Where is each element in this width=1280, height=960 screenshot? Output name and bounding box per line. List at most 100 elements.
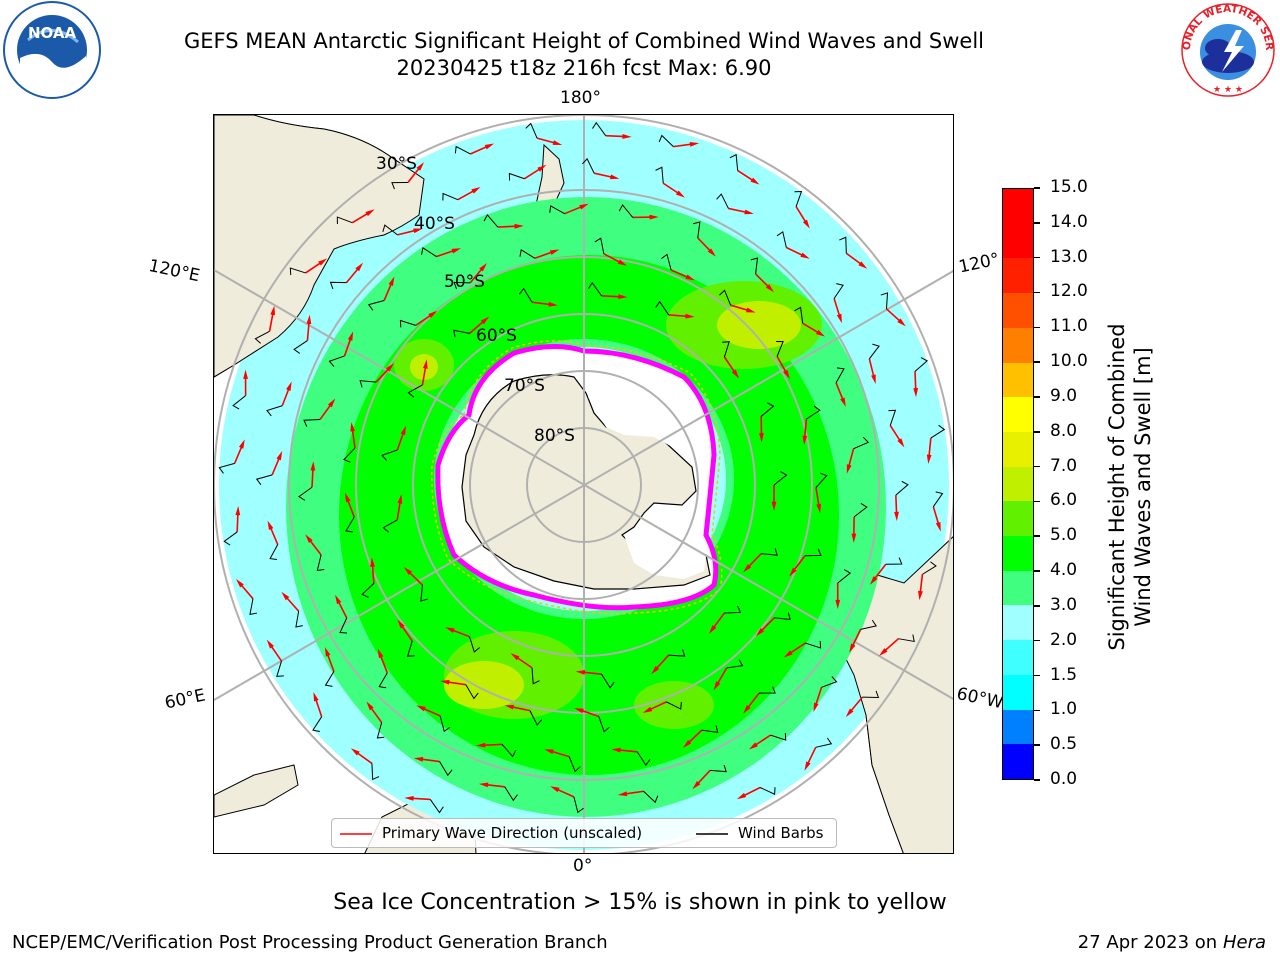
wind-barb xyxy=(361,583,375,598)
footer-left: NCEP/EMC/Verification Post Processing Pr… xyxy=(12,932,608,953)
colorbar-tick-mark xyxy=(1034,744,1040,746)
wave-direction-arrow xyxy=(396,430,405,451)
wave-direction-arrow xyxy=(351,211,370,224)
wave-direction-arrow xyxy=(605,134,626,138)
lon-label-60w: 60°W xyxy=(954,684,1005,714)
wave-direction-arrowhead xyxy=(849,643,856,653)
footer-host: Hera xyxy=(1222,932,1266,953)
wave-direction-arrow xyxy=(647,701,667,712)
wave-direction-arrow xyxy=(885,308,902,323)
wind-barb xyxy=(439,715,451,733)
wind-barb xyxy=(295,611,303,628)
wave-direction-arrow xyxy=(415,313,433,327)
wind-barb xyxy=(407,384,423,398)
wave-direction-arrowhead xyxy=(897,318,906,327)
wave-direction-arrow xyxy=(593,172,614,179)
colorbar-tick-mark xyxy=(1034,291,1040,294)
wind-barb xyxy=(519,249,536,259)
wind-barb xyxy=(453,329,470,338)
wave-direction-arrow xyxy=(759,617,775,633)
wave-direction-arrow xyxy=(715,667,728,686)
graticule xyxy=(214,115,953,853)
wind-barb xyxy=(860,619,878,630)
wave-direction-arrowhead xyxy=(783,650,793,658)
lon-label-60e: 60°E xyxy=(163,685,208,714)
wind-barb xyxy=(336,216,353,225)
wave-direction-arrowhead xyxy=(544,749,554,755)
colorbar-tick-label: 13.0 xyxy=(1050,246,1088,267)
wind-barb xyxy=(581,157,595,174)
wind-barb xyxy=(773,471,788,486)
wave-direction-arrow xyxy=(932,506,940,527)
wave-direction-arrow xyxy=(623,790,644,795)
wave-direction-arrowhead xyxy=(813,702,819,713)
wave-direction-arrow xyxy=(746,692,760,710)
wave-direction-arrow xyxy=(795,206,808,224)
colorbar-tick-label: 9.0 xyxy=(1050,385,1078,406)
noaa-logo-icon: NOAA xyxy=(3,1,101,99)
wave-direction-arrows xyxy=(218,121,946,814)
wave-direction-arrowhead xyxy=(476,742,486,748)
wave-direction-arrowhead xyxy=(675,190,685,198)
wind-barb xyxy=(701,725,719,734)
colorbar-tick-mark xyxy=(1034,256,1040,259)
wind-barb xyxy=(298,486,313,501)
colorbar-band xyxy=(1003,501,1033,537)
wave-direction-arrowhead xyxy=(649,214,659,220)
wind-barb xyxy=(598,716,610,733)
wave-direction-arrow xyxy=(326,652,335,672)
wave-direction-arrowhead xyxy=(440,679,450,685)
lon-label-180: 180° xyxy=(560,88,601,108)
wind-barb xyxy=(794,190,803,207)
wave-direction-arrowhead xyxy=(416,705,426,712)
wave-direction-arrowhead xyxy=(845,708,854,718)
wave-direction-arrow xyxy=(400,624,413,642)
wind-barb xyxy=(655,300,670,316)
wave-direction-arrowhead xyxy=(514,223,524,229)
colorbar-tick-label: 12.0 xyxy=(1050,281,1088,302)
wave-direction-arrowhead xyxy=(350,422,356,432)
wind-barb xyxy=(519,287,533,303)
wave-direction-arrowhead xyxy=(755,628,765,637)
wind-barb xyxy=(316,554,325,571)
wave-direction-arrow xyxy=(308,538,322,556)
wind-barb xyxy=(312,716,323,733)
wave-direction-arrowhead xyxy=(404,796,414,801)
wave-direction-arrow xyxy=(601,295,622,298)
wave-direction-arrowhead xyxy=(846,464,852,474)
wave-direction-arrowhead xyxy=(276,450,283,461)
wave-direction-arrowhead xyxy=(816,503,822,514)
chart-title: GEFS MEAN Antarctic Significant Height o… xyxy=(183,29,985,53)
wave-direction-arrowhead xyxy=(478,782,489,788)
wave-direction-arrow xyxy=(281,386,291,407)
wave-direction-arrowhead xyxy=(897,438,905,448)
colorbar-tick-label: 5.0 xyxy=(1050,525,1078,546)
wave-direction-arrow xyxy=(515,655,533,669)
wave-direction-arrowhead xyxy=(685,313,695,319)
colorbar-title-line2: Wind Waves and Swell [m] xyxy=(1131,347,1155,627)
wind-barb xyxy=(668,649,686,657)
wind-barb xyxy=(501,744,517,758)
wind-barb xyxy=(255,474,273,486)
wind-barb xyxy=(345,516,355,533)
colorbar xyxy=(1002,188,1034,780)
wave-direction-arrowhead xyxy=(731,369,739,379)
wave-direction-arrow xyxy=(662,182,681,195)
wave-direction-arrow xyxy=(755,273,771,289)
wave-direction-arrowhead xyxy=(510,653,520,661)
colorbar-title-line1: Significant Height of Combined xyxy=(1105,323,1129,651)
wind-barb xyxy=(750,257,759,275)
wave-direction-arrow xyxy=(375,367,391,383)
wind-barb xyxy=(269,544,279,560)
wave-direction-arrowhead xyxy=(324,647,331,657)
wave-direction-arrow xyxy=(728,207,749,214)
wave-direction-arrow xyxy=(421,365,427,386)
wave-direction-arrow xyxy=(686,729,703,745)
wind-barb xyxy=(469,636,481,653)
wave-band-6-7-b xyxy=(717,301,801,349)
wind-barb xyxy=(661,253,672,271)
wave-direction-arrow xyxy=(603,253,622,264)
wave-direction-arrow xyxy=(711,612,726,630)
noaa-logo: NOAA xyxy=(0,0,104,104)
wind-barb xyxy=(328,355,345,367)
